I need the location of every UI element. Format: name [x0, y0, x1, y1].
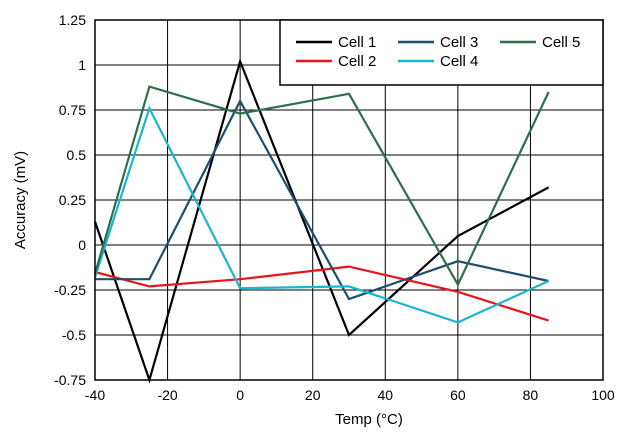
series-line-cell-3 [95, 98, 549, 301]
legend-box [279, 19, 604, 86]
x-tick-label: 80 [523, 387, 539, 403]
x-tick-label: 60 [450, 387, 466, 403]
y-tick-label: 0 [78, 237, 86, 253]
series-line-cell-5 [93, 85, 550, 287]
x-axis-title: Temp (°C) [335, 411, 403, 428]
x-tick-label: -40 [85, 387, 105, 403]
x-tick-label: 0 [236, 387, 244, 403]
series-line-cell-2 [94, 265, 549, 322]
legend-label-cell-5: Cell 5 [542, 34, 580, 51]
y-tick-labels: -0.75 -0.5 -0.25 0 0.25 0.5 0.75 1 1.25 [54, 12, 86, 388]
series-lines [93, 57, 550, 384]
x-tick-label: 20 [305, 387, 321, 403]
legend-label-cell-2: Cell 2 [338, 53, 376, 70]
y-tick-label: 0.75 [59, 102, 86, 118]
y-axis-title: Accuracy (mV) [12, 151, 29, 249]
x-tick-labels: -40 -20 0 20 40 60 80 100 [85, 387, 615, 403]
x-tick-label: 100 [591, 387, 615, 403]
x-tick-label: -20 [157, 387, 177, 403]
y-tick-label: 1 [78, 57, 86, 73]
series-line-cell-1 [93, 57, 550, 384]
y-tick-label: -0.25 [54, 282, 86, 298]
y-tick-label: 1.25 [59, 12, 86, 28]
legend-label-cell-1: Cell 1 [338, 34, 376, 51]
legend: Cell 1 Cell 2 Cell 3 Cell 4 Cell 5 [279, 19, 604, 86]
y-tick-label: 0.25 [59, 192, 86, 208]
y-tick-label: -0.5 [62, 327, 86, 343]
series-line-cell-4 [93, 105, 550, 324]
legend-label-cell-3: Cell 3 [440, 34, 478, 51]
legend-label-cell-4: Cell 4 [440, 53, 478, 70]
y-tick-label: 0.5 [67, 147, 87, 163]
y-tick-label: -0.75 [54, 372, 86, 388]
x-tick-label: 40 [377, 387, 393, 403]
